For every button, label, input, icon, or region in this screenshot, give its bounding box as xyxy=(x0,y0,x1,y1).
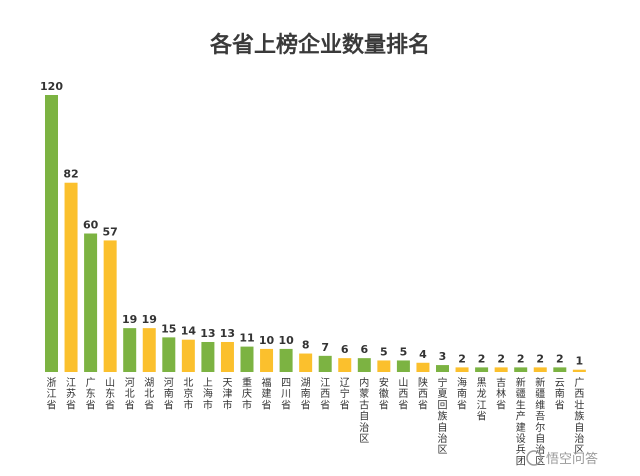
value-label-4: 19 xyxy=(122,313,137,326)
category-label-14: 江西省 xyxy=(320,377,330,411)
bar-0 xyxy=(45,95,58,372)
value-label-11: 10 xyxy=(259,334,275,347)
bar-15 xyxy=(338,358,352,372)
bar-27 xyxy=(572,369,586,372)
chart-title: 各省上榜企业数量排名 xyxy=(209,32,430,58)
category-label-22: 黑龙江省 xyxy=(477,377,487,423)
category-label-7: 北京市 xyxy=(183,377,193,411)
bar-3 xyxy=(103,240,117,372)
value-label-10: 11 xyxy=(239,332,254,345)
value-label-1: 82 xyxy=(63,168,78,181)
value-label-9: 13 xyxy=(220,327,235,340)
value-label-15: 6 xyxy=(341,343,349,356)
bar-5 xyxy=(142,328,156,372)
value-label-18: 5 xyxy=(400,345,408,358)
value-label-16: 6 xyxy=(360,343,368,356)
bar-26 xyxy=(553,367,567,372)
category-label-group: 浙江省江苏省广东省山东省河北省湖北省河南省北京市上海市天津市重庆市福建省四川省湖… xyxy=(47,376,585,467)
bar-group xyxy=(45,95,586,372)
value-label-12: 10 xyxy=(278,334,294,347)
bar-4 xyxy=(123,328,137,372)
value-label-7: 14 xyxy=(181,325,197,338)
bar-14 xyxy=(318,355,332,372)
category-label-20: 宁夏回族自治区 xyxy=(438,376,448,456)
bar-18 xyxy=(396,360,410,372)
value-label-22: 2 xyxy=(478,352,486,365)
value-label-20: 3 xyxy=(439,350,447,363)
category-label-19: 陕西省 xyxy=(418,376,428,411)
category-label-5: 湖北省 xyxy=(144,377,154,411)
value-label-3: 57 xyxy=(102,225,117,238)
category-label-2: 广东省 xyxy=(86,377,96,411)
bar-23 xyxy=(494,367,508,372)
value-label-26: 2 xyxy=(556,352,564,365)
bar-16 xyxy=(357,358,371,372)
bar-2 xyxy=(84,233,98,372)
category-label-23: 吉林省 xyxy=(496,377,506,411)
category-label-15: 辽宁省 xyxy=(340,377,350,411)
value-label-27: 1 xyxy=(576,355,584,368)
bar-21 xyxy=(455,367,469,372)
category-label-11: 福建省 xyxy=(262,376,272,411)
bar-20 xyxy=(436,365,449,372)
bar-24 xyxy=(514,367,528,372)
value-label-6: 15 xyxy=(161,322,176,335)
category-label-18: 山西省 xyxy=(398,377,408,411)
category-label-1: 江苏省 xyxy=(66,377,76,411)
value-label-24: 2 xyxy=(517,352,525,365)
category-label-8: 上海市 xyxy=(203,377,213,411)
value-label-23: 2 xyxy=(497,352,505,365)
value-label-19: 4 xyxy=(419,348,427,361)
bar-17 xyxy=(377,360,391,372)
category-label-0: 浙江省 xyxy=(47,377,57,411)
category-label-21: 海南省 xyxy=(457,376,467,411)
category-label-6: 河南省 xyxy=(164,377,174,411)
bar-1 xyxy=(64,182,78,372)
value-label-21: 2 xyxy=(458,352,466,365)
category-label-27: 广西壮族自治区 xyxy=(574,377,584,456)
bar-25 xyxy=(533,367,547,372)
value-label-5: 19 xyxy=(142,313,157,326)
category-label-17: 安徽省 xyxy=(379,376,389,411)
bar-9 xyxy=(220,341,234,372)
category-label-12: 四川省 xyxy=(281,378,291,411)
value-label-17: 5 xyxy=(380,345,388,358)
bar-7 xyxy=(181,339,195,372)
bar-12 xyxy=(279,348,293,372)
bar-19 xyxy=(416,362,430,372)
bar-11 xyxy=(260,348,274,372)
watermark-logo-icon xyxy=(526,450,542,466)
value-label-2: 60 xyxy=(83,219,99,232)
category-label-24: 新疆生产建设兵团 xyxy=(516,376,526,467)
bar-13 xyxy=(299,353,313,372)
category-label-26: 云南省 xyxy=(555,378,565,411)
value-label-25: 2 xyxy=(536,352,544,365)
bar-22 xyxy=(475,367,489,372)
value-label-0: 120 xyxy=(40,80,63,93)
bar-6 xyxy=(162,337,176,372)
value-label-8: 13 xyxy=(200,327,215,340)
category-label-13: 湖南省 xyxy=(301,377,311,411)
category-label-16: 内蒙古自治区 xyxy=(359,376,369,445)
category-label-10: 重庆市 xyxy=(242,376,252,411)
bar-10 xyxy=(240,346,254,372)
value-label-14: 7 xyxy=(321,341,329,354)
watermark-text: 悟空问答 xyxy=(546,451,598,467)
value-label-13: 8 xyxy=(302,339,310,352)
bar-8 xyxy=(201,341,215,372)
category-label-9: 天津市 xyxy=(222,378,232,411)
category-label-4: 河北省 xyxy=(125,377,135,411)
category-label-3: 山东省 xyxy=(105,377,115,411)
watermark: 悟空问答 xyxy=(526,450,598,467)
